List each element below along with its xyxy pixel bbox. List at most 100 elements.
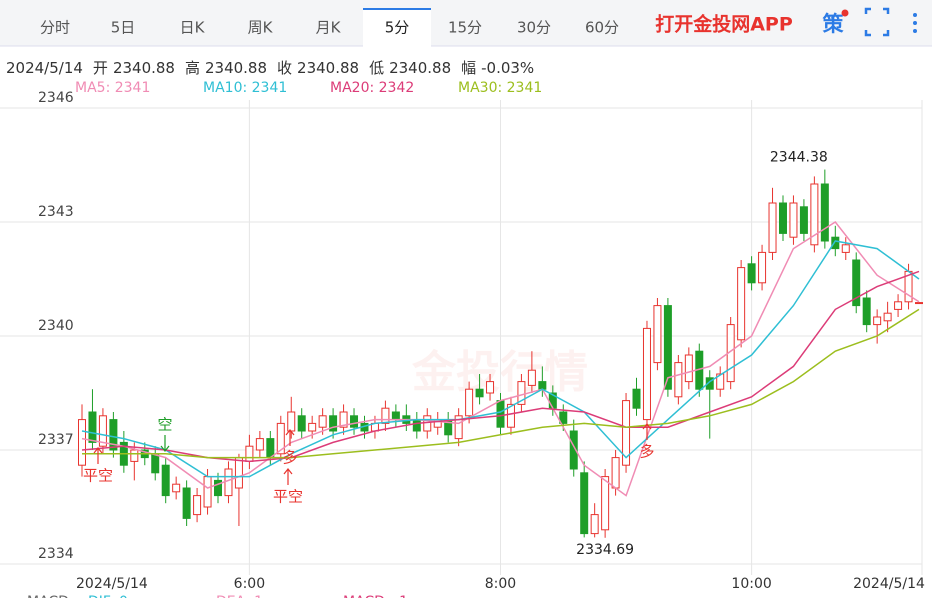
y-tick-label: 2334 bbox=[38, 546, 74, 562]
candle-body bbox=[214, 479, 223, 497]
y-tick-label: 2340 bbox=[38, 318, 74, 334]
brand-link[interactable]: 打开金投网APP bbox=[655, 13, 793, 36]
signal-arrow bbox=[93, 447, 103, 464]
candle-body bbox=[245, 445, 254, 462]
signal-arrow bbox=[160, 435, 170, 452]
candle-body bbox=[611, 457, 620, 489]
tab[interactable]: 周K bbox=[248, 19, 274, 37]
candle-body bbox=[224, 468, 233, 497]
x-tick-label: 10:00 bbox=[731, 576, 771, 592]
candle-body bbox=[297, 415, 306, 432]
tab[interactable]: 日K bbox=[180, 19, 206, 37]
candle-body bbox=[193, 495, 202, 516]
candle-body bbox=[517, 381, 526, 405]
fullscreen-icon[interactable] bbox=[864, 7, 890, 37]
candle-body bbox=[412, 419, 421, 432]
info-value: 2340.88 bbox=[389, 59, 451, 77]
candle-body bbox=[329, 415, 338, 432]
watermark: 金投行情 bbox=[411, 347, 588, 398]
x-tick-label: 2024/5/14 bbox=[853, 576, 925, 592]
candle-body bbox=[203, 476, 212, 508]
ma-line bbox=[82, 308, 920, 459]
candle-body bbox=[569, 430, 578, 470]
candle-body bbox=[778, 202, 787, 234]
max-label: 2344.38 bbox=[770, 150, 828, 166]
candle-body bbox=[820, 183, 829, 242]
candle-body bbox=[308, 422, 317, 432]
candle-body bbox=[318, 415, 327, 428]
signal-arrow bbox=[285, 429, 295, 446]
tab[interactable]: 5分 bbox=[385, 19, 410, 37]
candle-body bbox=[653, 305, 662, 364]
macd-legend: DIF: 0 bbox=[88, 594, 128, 598]
tab[interactable]: 15分 bbox=[448, 19, 482, 37]
tab[interactable]: 5日 bbox=[111, 19, 136, 37]
candle-body bbox=[475, 388, 484, 398]
candle-body bbox=[276, 422, 285, 455]
candle-body bbox=[883, 312, 892, 322]
candle-body bbox=[496, 400, 505, 428]
legend-entry: MA5: 2341 bbox=[75, 80, 150, 96]
candle-body bbox=[747, 263, 756, 284]
candle-body bbox=[454, 415, 463, 440]
candle-body bbox=[506, 403, 515, 428]
candle-body bbox=[381, 407, 390, 424]
signal-label: 平空 bbox=[273, 488, 303, 506]
candle-body bbox=[716, 373, 725, 390]
candle-body bbox=[527, 369, 536, 386]
macd-legend: MACD: -1 bbox=[343, 594, 408, 598]
info-label: 开 bbox=[93, 59, 108, 77]
candle-body bbox=[465, 388, 474, 417]
legend-entry: MA30: 2341 bbox=[458, 80, 542, 96]
candle-body bbox=[287, 411, 296, 432]
signal-arrow bbox=[283, 468, 293, 485]
legend-entry: MA10: 2341 bbox=[203, 80, 287, 96]
y-tick-label: 2346 bbox=[38, 90, 74, 106]
tab-bar bbox=[0, 0, 932, 46]
macd-legend: DEA: 1 bbox=[216, 594, 263, 598]
candle-body bbox=[758, 251, 767, 284]
info-value: -0.03% bbox=[481, 59, 534, 77]
x-tick-label: 2024/5/14 bbox=[76, 576, 148, 592]
candle-body bbox=[737, 267, 746, 341]
candle-body bbox=[255, 438, 264, 451]
candle-body bbox=[391, 411, 400, 421]
y-tick-label: 2337 bbox=[38, 432, 74, 448]
tab[interactable]: 月K bbox=[316, 19, 342, 37]
candle-body bbox=[350, 415, 359, 428]
signal-arrow bbox=[642, 423, 652, 440]
candle-body bbox=[130, 449, 139, 462]
candle-body bbox=[172, 483, 181, 493]
min-label: 2334.69 bbox=[576, 542, 634, 558]
candle-body bbox=[674, 362, 683, 398]
candle-body bbox=[873, 316, 882, 326]
ma-line bbox=[81, 221, 920, 497]
info-value: 2340.88 bbox=[297, 59, 359, 77]
candle-body bbox=[559, 411, 568, 424]
candle-body bbox=[632, 388, 641, 409]
candle-body bbox=[161, 464, 170, 497]
candle-body bbox=[852, 259, 861, 307]
strategy-icon[interactable]: 策 bbox=[823, 12, 845, 36]
candle-body bbox=[486, 381, 495, 394]
tab[interactable]: 分时 bbox=[40, 19, 70, 37]
signal-label: 平空 bbox=[83, 467, 113, 485]
candle-body bbox=[590, 514, 599, 535]
candle-body bbox=[601, 476, 610, 531]
info-label: 高 bbox=[185, 59, 200, 77]
candle-body bbox=[78, 419, 86, 466]
candle-body bbox=[88, 411, 97, 443]
signal-label: 多 bbox=[282, 449, 297, 467]
candle-body bbox=[862, 297, 871, 326]
candle-body bbox=[622, 400, 631, 466]
tab[interactable]: 60分 bbox=[585, 19, 619, 37]
candle-body bbox=[580, 472, 589, 535]
info-value: 2340.88 bbox=[113, 59, 175, 77]
info-label: 收 bbox=[277, 59, 292, 77]
tab[interactable]: 30分 bbox=[517, 19, 551, 37]
menu-icon[interactable] bbox=[913, 13, 917, 33]
info-date: 2024/5/14 bbox=[6, 59, 83, 77]
y-tick-label: 2343 bbox=[38, 204, 74, 220]
